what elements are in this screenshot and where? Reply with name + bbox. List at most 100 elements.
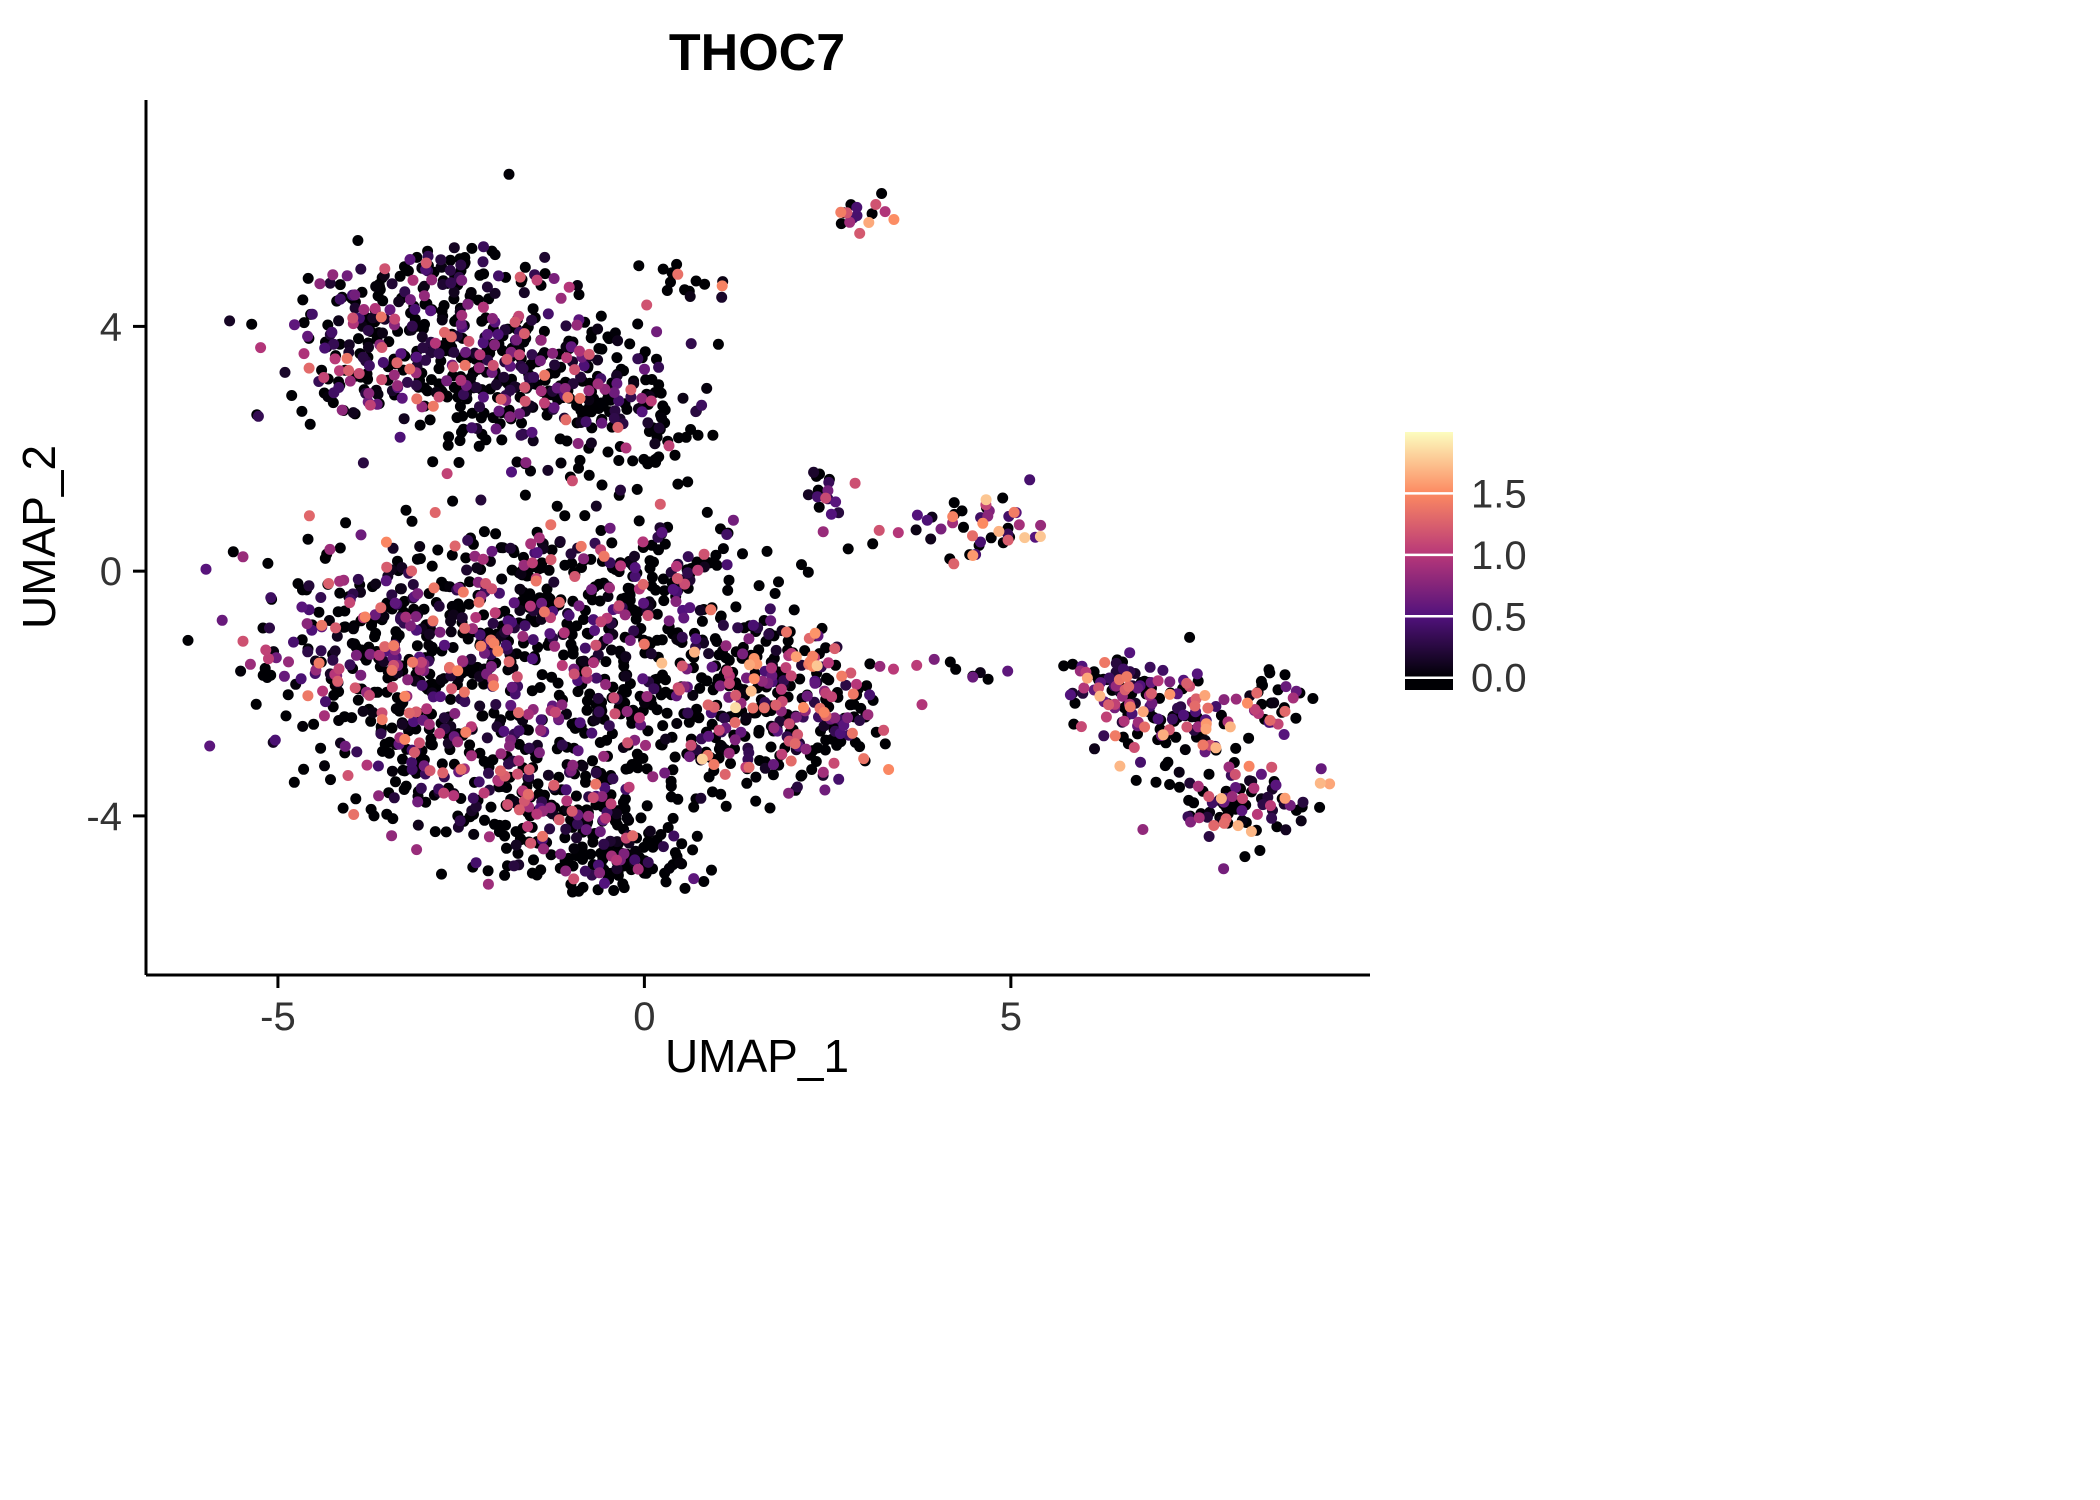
data-point xyxy=(1103,672,1115,684)
data-point xyxy=(842,712,854,724)
data-point xyxy=(386,765,398,777)
data-point xyxy=(1152,675,1164,687)
data-point xyxy=(825,508,837,520)
data-point xyxy=(611,854,623,866)
data-point xyxy=(911,659,923,671)
data-point xyxy=(252,410,264,422)
data-point xyxy=(463,598,475,610)
colorbar-legend: 0.0 0.5 1.0 1.5 xyxy=(1405,432,1527,701)
data-point xyxy=(1264,667,1276,679)
data-point xyxy=(414,419,426,431)
data-point xyxy=(503,168,515,180)
data-point xyxy=(1215,793,1227,804)
data-point xyxy=(1118,715,1130,727)
data-point xyxy=(514,271,526,283)
data-point xyxy=(302,646,314,658)
data-point xyxy=(477,391,489,403)
data-point xyxy=(587,792,599,804)
data-point xyxy=(260,644,272,656)
data-point xyxy=(1103,699,1115,711)
data-point xyxy=(447,495,459,507)
data-point xyxy=(296,601,308,613)
data-point xyxy=(319,760,330,772)
data-point xyxy=(1279,669,1291,681)
x-tick-label: 0 xyxy=(633,995,655,1039)
data-point xyxy=(306,308,318,320)
data-point xyxy=(722,584,734,596)
data-point xyxy=(244,658,256,670)
data-point xyxy=(1223,761,1235,773)
data-point xyxy=(729,717,741,728)
data-point xyxy=(583,469,595,481)
data-point xyxy=(407,656,418,668)
data-point xyxy=(530,575,542,587)
data-point xyxy=(487,617,499,629)
data-point xyxy=(844,699,856,711)
data-point xyxy=(468,828,480,840)
data-point xyxy=(631,483,643,495)
data-point xyxy=(539,251,551,263)
data-point xyxy=(663,440,675,452)
data-point xyxy=(400,780,412,792)
data-point xyxy=(457,655,468,667)
data-point xyxy=(1279,705,1291,717)
data-point xyxy=(780,662,792,674)
data-point xyxy=(535,725,547,737)
data-point xyxy=(685,338,697,350)
data-point xyxy=(622,737,634,749)
data-point xyxy=(364,648,376,660)
data-point xyxy=(467,623,479,635)
data-point xyxy=(433,391,445,403)
data-point xyxy=(618,882,630,894)
data-point xyxy=(555,292,567,304)
data-point xyxy=(278,670,290,682)
data-point xyxy=(1166,713,1178,725)
data-point xyxy=(623,781,635,793)
data-point xyxy=(405,620,416,632)
data-point xyxy=(892,527,904,539)
data-point xyxy=(546,544,558,556)
data-point xyxy=(1226,791,1238,802)
data-point xyxy=(1178,709,1189,721)
data-point xyxy=(640,739,651,751)
data-point xyxy=(559,832,571,844)
data-point xyxy=(441,468,453,480)
data-point xyxy=(460,552,472,564)
data-point xyxy=(594,867,606,879)
data-point xyxy=(475,494,487,506)
data-point xyxy=(654,498,666,510)
data-point xyxy=(809,677,821,689)
data-point xyxy=(495,393,507,405)
data-point xyxy=(958,521,969,533)
data-point xyxy=(781,626,792,638)
data-point xyxy=(1236,805,1248,817)
data-point xyxy=(823,476,835,488)
data-point xyxy=(373,790,385,802)
data-point xyxy=(329,645,341,657)
data-point xyxy=(1266,761,1278,773)
data-point xyxy=(308,718,320,730)
data-point xyxy=(499,605,511,617)
data-point xyxy=(1114,760,1126,772)
data-point xyxy=(655,829,667,840)
data-point xyxy=(334,587,346,599)
data-point xyxy=(811,660,823,672)
data-point xyxy=(467,792,479,804)
data-point xyxy=(646,580,658,592)
data-point xyxy=(1197,739,1209,751)
data-point xyxy=(775,683,787,695)
data-point xyxy=(578,360,590,372)
data-point xyxy=(425,738,437,750)
data-point xyxy=(642,836,654,848)
data-point xyxy=(377,295,389,307)
data-point xyxy=(624,338,636,350)
data-point xyxy=(595,616,607,628)
data-point xyxy=(381,561,393,573)
data-point xyxy=(713,724,725,736)
data-point xyxy=(651,704,663,716)
data-point xyxy=(592,354,604,366)
data-point xyxy=(873,524,885,536)
data-point xyxy=(782,635,794,647)
data-point xyxy=(1078,682,1090,694)
data-point xyxy=(586,727,598,739)
